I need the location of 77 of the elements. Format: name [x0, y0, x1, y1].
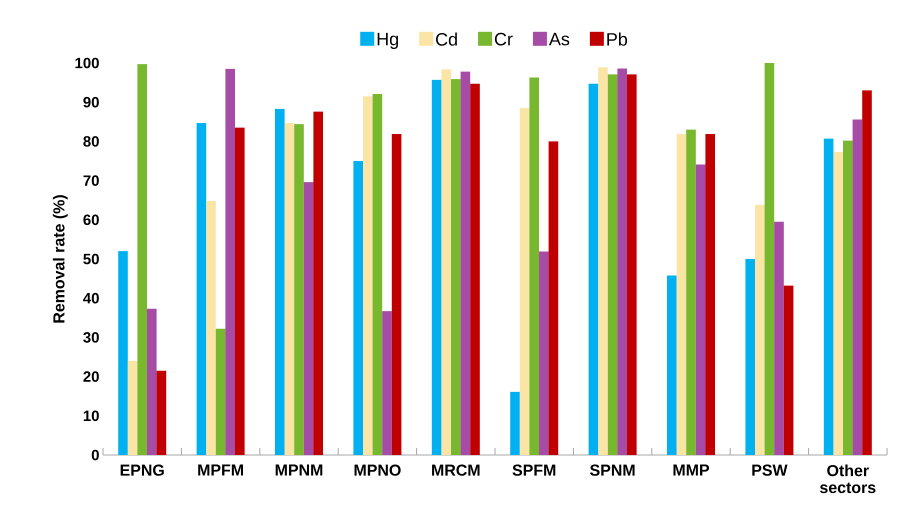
bar: [216, 328, 226, 455]
y-tick-label: 60: [83, 214, 99, 226]
legend-label: Hg: [378, 32, 398, 49]
x-tick-label: MPNM: [276, 464, 322, 476]
bar: [676, 134, 686, 455]
y-tick-label: 70: [84, 175, 99, 186]
y-tick-label: 90: [83, 96, 99, 108]
bar: [598, 67, 608, 455]
bar: [284, 122, 294, 455]
bar: [667, 275, 677, 455]
legend-label: Cd: [436, 32, 457, 46]
x-tick-label: MPFM: [198, 464, 243, 476]
bar: [225, 68, 235, 455]
legend-label: Cr: [494, 32, 513, 46]
y-tick-label: 20: [83, 371, 99, 382]
x-tick-label: EPNG: [120, 464, 164, 476]
bar: [392, 134, 402, 455]
bar: [686, 130, 696, 455]
x-tick-label: MPNO: [354, 464, 401, 476]
x-tick-label: Other sectors: [820, 464, 876, 494]
bar: [451, 79, 461, 455]
bar: [304, 182, 314, 455]
bar: [539, 252, 549, 455]
bar: [294, 124, 304, 455]
bar: [275, 108, 285, 455]
x-tick-label: MMP: [673, 464, 710, 476]
bar: [548, 141, 558, 455]
y-tick-label: 100: [75, 58, 99, 68]
y-tick-label: 80: [83, 136, 99, 147]
bar: [862, 90, 872, 455]
bar: [147, 308, 157, 455]
legend-label: Pb: [607, 32, 628, 46]
y-tick-label: 30: [83, 332, 99, 343]
bar: [824, 138, 834, 455]
bar: [128, 360, 138, 455]
bar: [353, 160, 364, 455]
x-tick-label: SPNM: [590, 464, 635, 476]
y-tick-label: 10: [84, 410, 99, 422]
bar: [608, 74, 618, 455]
x-tick-label: SPFM: [512, 464, 556, 476]
bar: [441, 69, 452, 455]
x-tick-label: MRCM: [432, 464, 480, 476]
bar: [372, 94, 382, 455]
bar: [617, 68, 628, 455]
bar: [137, 64, 147, 455]
y-tick-label: 0: [92, 450, 99, 460]
bar: [774, 222, 784, 455]
bar: [118, 251, 128, 455]
bar: [196, 122, 206, 455]
bar: [529, 78, 540, 455]
bar: [843, 140, 853, 455]
bar: [206, 200, 216, 455]
bar: [852, 119, 862, 455]
bar: [705, 134, 716, 455]
bar: [520, 108, 530, 455]
bar: [755, 204, 765, 455]
bar: [363, 96, 373, 455]
bar: [156, 370, 166, 455]
bar: [235, 128, 245, 455]
y-axis-title: Removal rate (%): [52, 195, 68, 323]
bar: [510, 392, 520, 455]
bar: [470, 84, 480, 455]
y-tick-label: 40: [83, 292, 99, 304]
bar: [833, 152, 844, 455]
bar: [313, 112, 324, 455]
bar: [745, 258, 756, 455]
bar: [588, 84, 598, 455]
x-tick-label: PSW: [752, 464, 788, 476]
y-tick-label: 50: [83, 254, 99, 264]
legend-label: As: [548, 32, 570, 46]
bar: [784, 286, 794, 455]
bar: [696, 164, 706, 455]
bar: [460, 72, 470, 455]
bar: [382, 311, 392, 455]
bar: [764, 62, 774, 455]
bar: [627, 74, 637, 455]
bar: [432, 80, 442, 455]
